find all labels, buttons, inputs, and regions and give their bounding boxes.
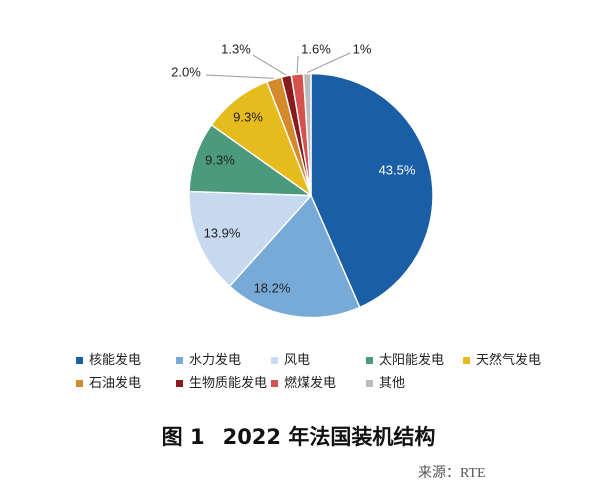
legend-swatch-wind <box>271 357 278 364</box>
legend-item-oil: 石油发电 <box>76 372 176 395</box>
legend-label-coal: 燃煤发电 <box>284 376 337 391</box>
leader-line-other <box>306 52 351 74</box>
legend-item-coal: 燃煤发电 <box>271 372 366 395</box>
legend-item-other: 其他 <box>366 372 463 395</box>
leader-line-biomass <box>252 54 287 76</box>
value-label-gas: 9.3% <box>233 110 263 125</box>
figure-caption: 图 1 2022 年法国装机结构 <box>0 422 597 452</box>
legend-item-hydro: 水力发电 <box>176 349 271 372</box>
leader-lines <box>205 52 351 79</box>
legend: 核能发电 水力发电 风电 太阳能发电 天然气发电石油发电 生物质能发电 燃煤发电 其他 <box>76 349 573 395</box>
value-label-nuclear: 43.5% <box>379 163 416 178</box>
pie-slice-other <box>302 72 312 197</box>
pie-chart: 43.5% 18.2% 13.9% 9.3% 9.3% 2.0% 1.3% 1.6% 1% <box>171 42 434 319</box>
legend-label-gas: 天然气发电 <box>476 353 542 368</box>
legend-swatch-other <box>366 380 373 387</box>
value-label-oil: 2.0% <box>171 65 201 80</box>
source-note: 来源：RTE <box>418 466 486 481</box>
legend-label-solar: 太阳能发电 <box>379 353 445 368</box>
leader-line-oil <box>205 74 274 79</box>
value-label-other: 1% <box>353 42 372 57</box>
legend-label-nuclear: 核能发电 <box>89 353 142 368</box>
legend-swatch-solar <box>366 357 373 364</box>
value-label-hydro: 18.2% <box>254 281 291 296</box>
legend-swatch-hydro <box>176 357 183 364</box>
legend-swatch-biomass <box>176 380 183 387</box>
legend-label-wind: 风电 <box>284 353 311 368</box>
value-label-biomass: 1.3% <box>221 42 251 57</box>
legend-label-oil: 石油发电 <box>89 376 142 391</box>
leader-line-coal <box>296 55 299 74</box>
legend-item-biomass: 生物质能发电 <box>176 372 271 395</box>
legend-swatch-nuclear <box>76 357 83 364</box>
legend-item-nuclear: 核能发电 <box>76 349 176 372</box>
legend-label-biomass: 生物质能发电 <box>189 376 268 391</box>
legend-swatch-oil <box>76 380 83 387</box>
pie-slice-wind <box>188 190 312 288</box>
legend-item-gas: 天然气发电 <box>463 349 573 372</box>
pie-slice-hydro <box>228 194 361 319</box>
value-label-solar: 9.3% <box>205 153 235 168</box>
legend-swatch-coal <box>271 380 278 387</box>
legend-item-solar: 太阳能发电 <box>366 349 463 372</box>
legend-swatch-gas <box>463 357 470 364</box>
legend-label-hydro: 水力发电 <box>189 353 242 368</box>
value-labels: 43.5% 18.2% 13.9% 9.3% 9.3% 2.0% 1.3% 1.6% 1% <box>171 42 416 296</box>
value-label-wind: 13.9% <box>204 226 241 241</box>
pie-slices <box>188 72 434 319</box>
legend-label-other: 其他 <box>379 376 406 391</box>
legend-item-wind: 风电 <box>271 349 366 372</box>
figure-label: 图 1 <box>161 425 205 449</box>
pie-slice-nuclear <box>310 72 434 309</box>
value-label-coal: 1.6% <box>301 42 331 57</box>
chart-title: 2022 年法国装机结构 <box>222 425 436 449</box>
